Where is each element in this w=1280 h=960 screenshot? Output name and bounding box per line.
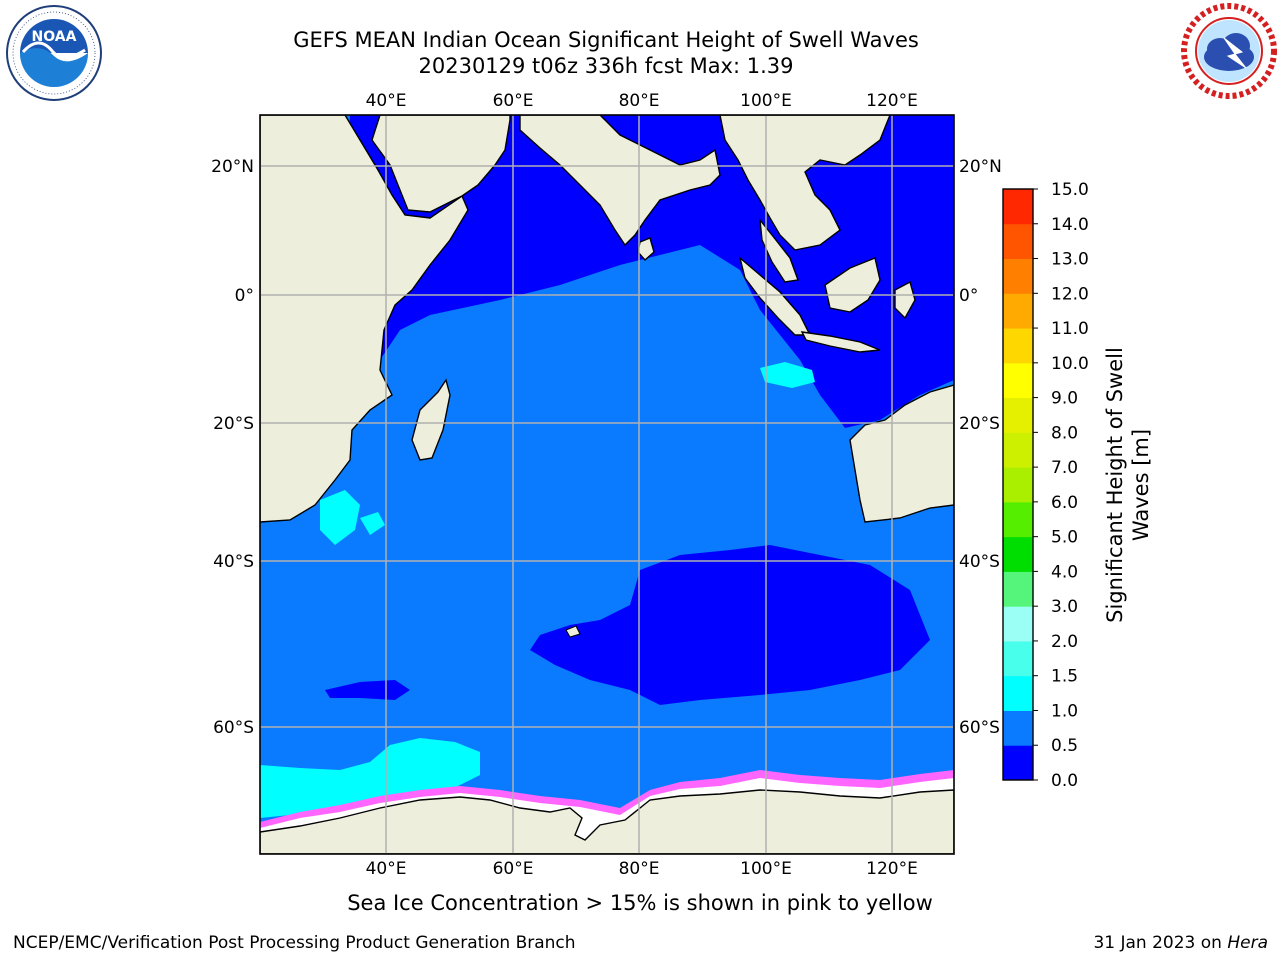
colorbar-segment — [1003, 432, 1033, 468]
land-indochina — [719, 115, 891, 251]
credit-right: 31 Jan 2023 on Hera — [1093, 933, 1268, 953]
lon-label-top-120e: 120°E — [866, 91, 918, 111]
land-sulawesi — [894, 280, 916, 320]
high-swell-southwest — [260, 738, 480, 818]
lat-label-right-40s: 40°S — [959, 552, 1000, 572]
lat-label-right-20s: 20°S — [959, 414, 1000, 434]
lat-label-right-0: 0° — [959, 286, 978, 306]
colorbar-title-line1: Significant Height of Swell — [1103, 347, 1127, 623]
lon-label-top-60e: 60°E — [493, 91, 534, 111]
colorbar-segment — [1003, 328, 1033, 364]
high-swell-patch-mid — [760, 362, 815, 388]
lat-label-right-20n: 20°N — [959, 157, 1002, 177]
colorbar-tick-label: 15.0 — [1051, 180, 1089, 200]
colorbar-tick-label: 3.0 — [1051, 597, 1078, 617]
colorbar-tick-label: 12.0 — [1051, 284, 1089, 304]
land-australia — [849, 384, 954, 523]
colorbar-tick-label: 2.0 — [1051, 632, 1078, 652]
lat-label-left-20n: 20°N — [211, 157, 254, 177]
colorbar-segment — [1003, 710, 1033, 746]
land-sumatra — [738, 256, 812, 336]
colorbar-segment — [1003, 536, 1033, 572]
land-antarctica — [260, 789, 954, 854]
colorbar-tick-label: 1.0 — [1051, 701, 1078, 721]
lon-label-bottom-60e: 60°E — [493, 859, 534, 879]
colorbar-tick-label: 6.0 — [1051, 493, 1078, 513]
colorbar-segment — [1003, 293, 1033, 329]
colorbar-segment — [1003, 467, 1033, 503]
colorbar-segment — [1003, 501, 1033, 538]
map-area — [260, 115, 954, 854]
land-borneo — [824, 257, 881, 313]
colorbar: 0.0 0.5 1.0 1.5 2.0 3.0 4.0 5.0 6.0 7.0 8.0 9.0 10.0… — [1002, 180, 1089, 791]
land-madagascar — [411, 378, 451, 461]
lon-label-bottom-40e: 40°E — [366, 859, 407, 879]
land-arabia — [371, 115, 511, 213]
colorbar-tick-label: 0.5 — [1051, 736, 1078, 756]
low-swell-south — [530, 545, 930, 705]
map-subtitle: 20230129 t06z 336h fcst Max: 1.39 — [418, 54, 794, 78]
lat-label-left-60s: 60°S — [213, 718, 254, 738]
colorbar-segment — [1003, 675, 1033, 711]
colorbar-segment — [1003, 189, 1033, 225]
colorbar-tick-label: 8.0 — [1051, 423, 1078, 443]
high-swell-patch-sw — [320, 490, 360, 545]
colorbar-tick-label: 14.0 — [1051, 215, 1089, 235]
colorbar-segment — [1003, 640, 1033, 677]
land-india — [519, 115, 721, 247]
sea-ice-note: Sea Ice Concentration > 15% is shown in … — [347, 891, 933, 915]
land-africa — [260, 115, 469, 523]
colorbar-segment — [1003, 606, 1033, 642]
colorbar-segment — [1003, 258, 1033, 294]
lon-label-top-100e: 100°E — [740, 91, 792, 111]
lat-label-left-40s: 40°S — [213, 552, 254, 572]
low-swell-patch-west — [325, 680, 410, 700]
colorbar-title-line2: Waves [m] — [1129, 428, 1153, 542]
land-kerguelen — [565, 625, 581, 638]
noaa-logo-text: NOAA — [32, 29, 77, 45]
colorbar-segment — [1003, 397, 1033, 433]
colorbar-segment — [1003, 571, 1033, 607]
lon-label-top-80e: 80°E — [619, 91, 660, 111]
colorbar-tick-label: 0.0 — [1051, 771, 1078, 791]
lon-labels-bottom: 40°E 60°E 80°E 100°E 120°E — [366, 859, 918, 879]
colorbar-tick-label: 11.0 — [1051, 319, 1089, 339]
land-malay — [759, 217, 799, 283]
lon-label-bottom-80e: 80°E — [619, 859, 660, 879]
high-swell-patch-sw2 — [360, 512, 385, 535]
land — [260, 115, 954, 854]
credit-host: Hera — [1227, 933, 1268, 953]
credit-date: 31 Jan 2023 on — [1093, 933, 1228, 953]
colorbar-segment — [1003, 362, 1033, 399]
credit-left: NCEP/EMC/Verification Post Processing Pr… — [13, 933, 576, 953]
colorbar-tick-label: 7.0 — [1051, 458, 1078, 478]
lat-labels-right: 20°N 0° 20°S 40°S 60°S — [959, 157, 1002, 738]
lon-labels-top: 40°E 60°E 80°E 100°E 120°E — [366, 91, 918, 111]
graticule — [260, 115, 954, 854]
colorbar-frame — [1002, 188, 1034, 781]
noaa-logo: NOAA — [6, 5, 102, 101]
colorbar-segment — [1003, 223, 1033, 260]
lat-labels-left: 20°N 0° 20°S 40°S 60°S — [211, 157, 254, 738]
colorbar-segment — [1003, 745, 1033, 781]
map-title: GEFS MEAN Indian Ocean Significant Heigh… — [293, 28, 919, 52]
lat-label-left-0: 0° — [235, 286, 254, 306]
colorbar-tick-label: 10.0 — [1051, 354, 1089, 374]
map-frame — [259, 114, 955, 855]
land-java — [800, 331, 881, 353]
colorbar-tick-label: 5.0 — [1051, 528, 1078, 548]
lon-label-bottom-120e: 120°E — [866, 859, 918, 879]
colorbar-tick-label: 4.0 — [1051, 562, 1078, 582]
colorbar-tick-label: 9.0 — [1051, 389, 1078, 409]
lat-label-right-60s: 60°S — [959, 718, 1000, 738]
lon-label-bottom-100e: 100°E — [740, 859, 792, 879]
colorbar-tick-label: 13.0 — [1051, 250, 1089, 270]
lon-label-top-40e: 40°E — [366, 91, 407, 111]
colorbar-tick-label: 1.5 — [1051, 667, 1078, 687]
nws-logo — [1181, 3, 1277, 99]
lat-label-left-20s: 20°S — [213, 414, 254, 434]
